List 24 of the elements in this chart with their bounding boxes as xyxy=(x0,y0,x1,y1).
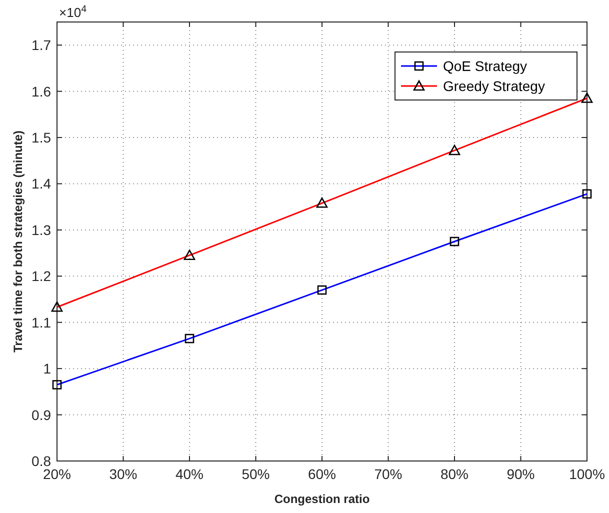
y-tick-label: 0.8 xyxy=(32,453,52,469)
y-tick-label: 1.3 xyxy=(32,222,52,238)
y-tick-label: 1.1 xyxy=(32,314,52,330)
y-tick-label: 1.6 xyxy=(32,83,52,100)
y-axis-title: Travel time for both strategies (minute) xyxy=(11,130,25,353)
y-tick-label: 0.9 xyxy=(32,406,52,423)
legend-label: Greedy Strategy xyxy=(443,78,545,94)
x-tick-label: 90% xyxy=(506,466,535,482)
y-tick-label: 1.7 xyxy=(32,37,52,54)
x-tick-label: 70% xyxy=(374,466,402,482)
x-tick-label: 40% xyxy=(175,466,204,482)
x-tick-label: 30% xyxy=(109,466,138,482)
x-axis-title: Congestion ratio xyxy=(274,492,370,506)
x-tick-label: 20% xyxy=(42,466,72,482)
x-tick-label: 100% xyxy=(569,466,605,482)
legend-label: QoE Strategy xyxy=(443,58,528,74)
y-tick-label: 1.4 xyxy=(32,176,52,192)
text: ×10$^{4}$ xyxy=(59,4,88,20)
x-tick-label: 50% xyxy=(242,466,270,482)
y-tick-label: 1.2 xyxy=(32,268,52,284)
x-tick-label: 60% xyxy=(308,466,336,482)
y-tick-label: 1.5 xyxy=(32,130,52,146)
x-tick-label: 80% xyxy=(440,466,469,482)
y-tick-label: 1 xyxy=(43,360,52,377)
